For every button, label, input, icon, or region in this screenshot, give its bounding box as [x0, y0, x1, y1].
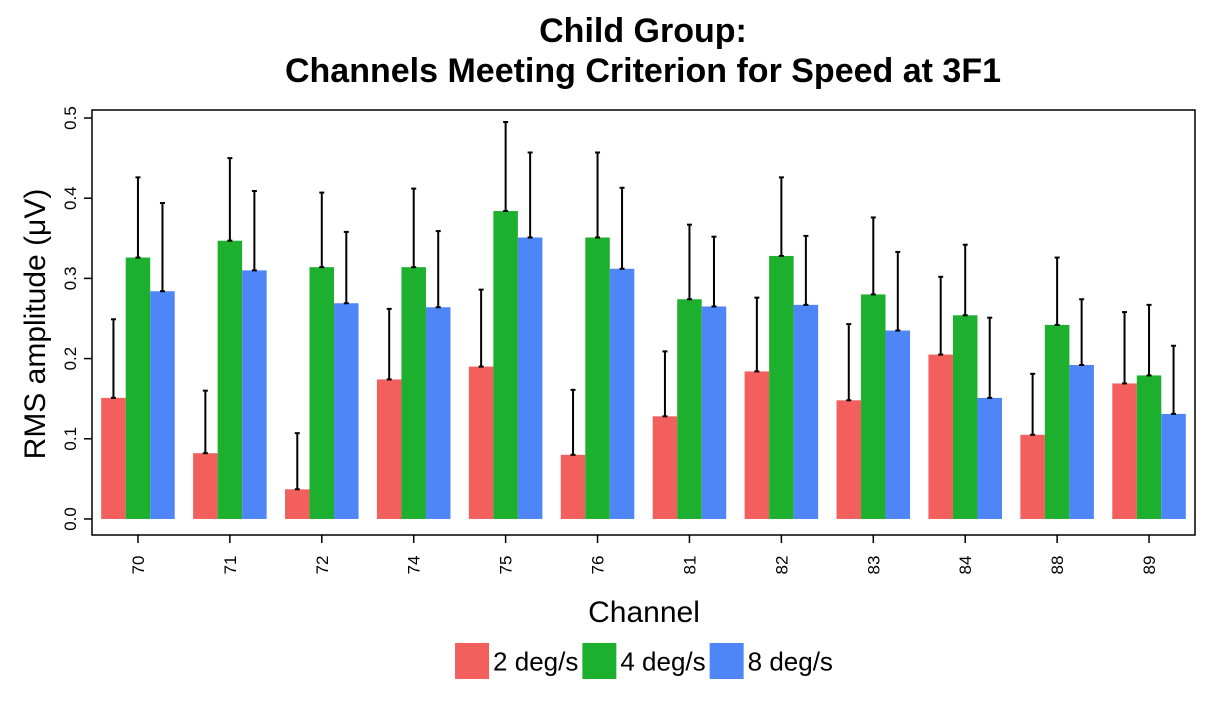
y-tick-label: 0.0 [61, 507, 80, 531]
bar [928, 354, 953, 519]
bar [652, 416, 678, 519]
x-axis-title: Channel [588, 596, 700, 629]
bar [376, 379, 402, 519]
bar [425, 307, 451, 519]
bar [677, 299, 702, 519]
legend-label: 4 deg/s [620, 646, 705, 676]
y-tick-label: 0.3 [61, 267, 80, 291]
bar [1069, 365, 1094, 519]
x-tick-label: 83 [864, 556, 883, 575]
x-tick-label: 88 [1048, 556, 1067, 575]
bar [401, 267, 426, 519]
y-tick-label: 0.4 [61, 186, 80, 210]
bar [585, 237, 610, 519]
bar [1020, 434, 1045, 519]
bar [517, 237, 543, 519]
x-tick-label: 71 [221, 556, 240, 575]
bar [101, 397, 126, 519]
legend-label: 2 deg/s [493, 646, 578, 676]
bar [217, 240, 243, 519]
bar [193, 453, 218, 519]
bar [952, 315, 978, 519]
plot-area: 0.0 0.1 0.2 0.3 0.4 0.5 70 71 72 74 75 76 81 82 83 84 88… [61, 106, 1196, 575]
bar [125, 257, 151, 519]
bar [1136, 375, 1162, 519]
legend-key [709, 643, 744, 679]
chart-title-line-1: Child Group: [539, 12, 747, 50]
x-tick-label: 75 [497, 556, 516, 575]
legend-key [582, 643, 617, 679]
bar [701, 306, 727, 519]
x-tick-label: 70 [129, 556, 148, 575]
x-tick-label: 74 [405, 556, 424, 575]
y-tick-label: 0.5 [61, 106, 80, 130]
bar [1044, 324, 1070, 519]
bar [977, 397, 1002, 519]
x-tick-label: 76 [589, 556, 608, 575]
legend: 2 deg/s 4 deg/s 8 deg/s [455, 643, 833, 679]
bar [861, 294, 886, 519]
bar [493, 211, 518, 519]
bar [334, 303, 359, 519]
y-tick-label: 0.2 [61, 347, 80, 371]
bar [1112, 383, 1137, 519]
x-tick-label: 89 [1140, 556, 1159, 575]
x-tick-label: 72 [313, 556, 332, 575]
bar [793, 304, 819, 519]
bar [285, 489, 310, 519]
legend-key [455, 643, 490, 679]
bar [769, 255, 794, 519]
y-axis-title: RMS amplitude (μV) [19, 189, 52, 460]
bar [150, 291, 175, 519]
y-tick-label: 0.1 [61, 427, 80, 451]
x-tick-label: 81 [680, 556, 699, 575]
bar [836, 400, 862, 519]
plot-panel-border [91, 109, 1196, 536]
bar [1161, 413, 1186, 519]
chart-title-line-2: Channels Meeting Criterion for Speed at … [285, 52, 1001, 90]
bar [242, 270, 267, 519]
bar [609, 268, 635, 519]
bar [885, 330, 911, 519]
bar [309, 267, 335, 519]
bar [560, 454, 586, 519]
x-tick-label: 82 [772, 556, 791, 575]
x-tick-label: 84 [956, 556, 975, 575]
bar [744, 371, 770, 519]
bar [468, 366, 494, 519]
legend-label: 8 deg/s [748, 646, 833, 676]
